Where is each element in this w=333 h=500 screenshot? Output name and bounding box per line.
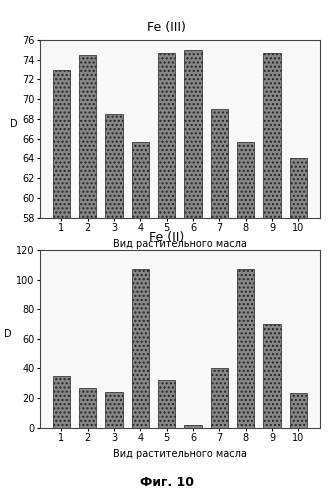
Bar bbox=[263, 53, 281, 500]
Text: Fe (II): Fe (II) bbox=[149, 231, 184, 244]
X-axis label: Вид растительного масла: Вид растительного масла bbox=[113, 448, 247, 458]
Bar bbox=[132, 142, 149, 500]
X-axis label: Вид растительного масла: Вид растительного масла bbox=[113, 238, 247, 248]
Text: Fe (III): Fe (III) bbox=[147, 21, 186, 34]
Bar bbox=[105, 392, 123, 428]
Bar bbox=[79, 388, 96, 428]
Y-axis label: D: D bbox=[4, 329, 11, 339]
Bar bbox=[132, 269, 149, 428]
Bar bbox=[211, 109, 228, 500]
Bar bbox=[290, 394, 307, 428]
Text: Фиг. 10: Фиг. 10 bbox=[140, 476, 193, 489]
Bar bbox=[53, 376, 70, 428]
Bar bbox=[263, 324, 281, 428]
Bar bbox=[290, 158, 307, 500]
Bar bbox=[79, 55, 96, 500]
Bar bbox=[237, 142, 254, 500]
Bar bbox=[158, 53, 175, 500]
Bar bbox=[211, 368, 228, 428]
Bar bbox=[158, 380, 175, 428]
Bar bbox=[184, 424, 201, 428]
Bar bbox=[105, 114, 123, 500]
Y-axis label: D: D bbox=[10, 118, 17, 128]
Bar bbox=[184, 50, 201, 500]
Bar bbox=[53, 70, 70, 500]
Bar bbox=[237, 269, 254, 428]
